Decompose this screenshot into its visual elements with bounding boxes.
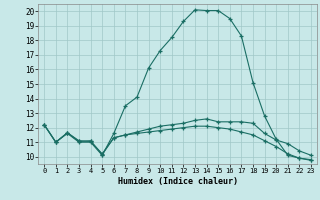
X-axis label: Humidex (Indice chaleur): Humidex (Indice chaleur): [118, 177, 238, 186]
